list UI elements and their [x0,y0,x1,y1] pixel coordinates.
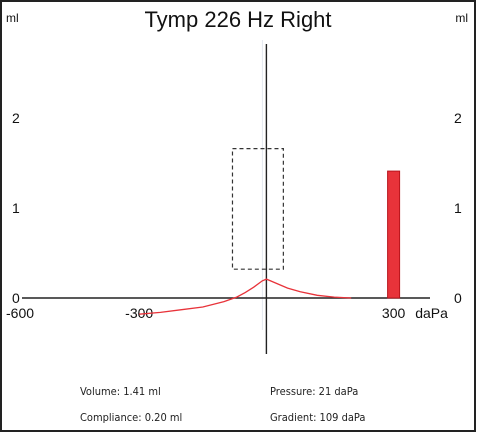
volume-reading: Volume: 1.41 ml [80,385,161,398]
y-tick-right-1: 1 [454,200,462,216]
y-tick-right-2: 2 [454,110,462,126]
compliance-curve [139,278,352,315]
peak-region-box [231,148,284,270]
gradient-reading: Gradient: 109 daPa [270,411,366,424]
volume-bar [387,170,401,299]
y-tick-left-0: 0 [12,290,20,306]
tympanogram-chart: Tymp 226 Hz Right ml ml 0 0 1 1 2 2 -600 -300 30… [6,7,468,354]
x-unit-label: daPa [415,305,448,321]
x-tick--600: -600 [6,305,34,321]
y-tick-left-1: 1 [12,200,20,216]
y-unit-left: ml [6,11,19,25]
y-unit-right: ml [455,11,468,25]
x-tick-300: 300 [382,305,406,321]
compliance-reading: Compliance: 0.20 ml [80,411,183,424]
chart-title: Tymp 226 Hz Right [144,7,331,32]
x-tick--300: -300 [125,305,153,321]
y-tick-left-2: 2 [12,110,20,126]
readings-panel: Volume: 1.41 ml Pressure: 21 daPa Compli… [0,372,476,432]
pressure-reading: Pressure: 21 daPa [270,385,359,398]
y-tick-right-0: 0 [454,290,462,306]
